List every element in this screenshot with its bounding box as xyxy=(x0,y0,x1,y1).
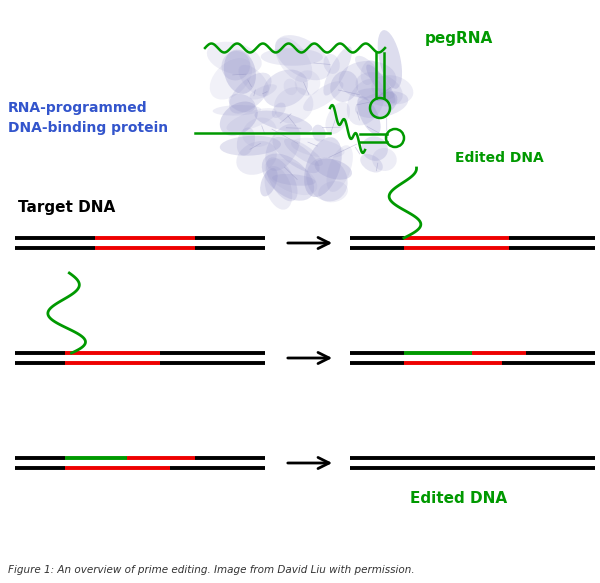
Ellipse shape xyxy=(275,37,312,82)
Ellipse shape xyxy=(229,73,272,114)
Ellipse shape xyxy=(250,84,277,100)
Ellipse shape xyxy=(312,125,326,142)
Ellipse shape xyxy=(237,128,255,156)
Ellipse shape xyxy=(356,72,403,107)
Ellipse shape xyxy=(263,69,308,107)
Ellipse shape xyxy=(357,96,380,135)
Ellipse shape xyxy=(266,157,298,201)
Ellipse shape xyxy=(261,48,323,66)
Ellipse shape xyxy=(284,79,298,95)
Ellipse shape xyxy=(378,30,402,89)
Ellipse shape xyxy=(366,65,395,103)
Ellipse shape xyxy=(224,50,256,94)
Ellipse shape xyxy=(272,137,320,173)
Ellipse shape xyxy=(239,65,269,97)
Text: Figure 1: An overview of prime editing. Image from David Liu with permission.: Figure 1: An overview of prime editing. … xyxy=(8,565,415,575)
Ellipse shape xyxy=(323,54,340,74)
Ellipse shape xyxy=(361,136,388,161)
Ellipse shape xyxy=(212,105,261,115)
Ellipse shape xyxy=(369,92,397,117)
Ellipse shape xyxy=(303,81,343,111)
Ellipse shape xyxy=(220,101,258,136)
Ellipse shape xyxy=(355,56,379,79)
Ellipse shape xyxy=(275,35,331,80)
Ellipse shape xyxy=(207,42,262,75)
Text: Edited DNA: Edited DNA xyxy=(455,151,544,165)
Ellipse shape xyxy=(221,51,250,80)
Ellipse shape xyxy=(330,71,358,102)
Text: Target DNA: Target DNA xyxy=(18,200,115,215)
Ellipse shape xyxy=(242,118,277,147)
Ellipse shape xyxy=(355,91,408,118)
Ellipse shape xyxy=(227,108,277,132)
Ellipse shape xyxy=(265,166,292,210)
Ellipse shape xyxy=(262,153,314,201)
Ellipse shape xyxy=(306,157,347,201)
Ellipse shape xyxy=(371,75,413,104)
Ellipse shape xyxy=(356,88,395,101)
Ellipse shape xyxy=(314,159,352,180)
Ellipse shape xyxy=(323,47,352,96)
Ellipse shape xyxy=(304,137,342,197)
Ellipse shape xyxy=(360,154,383,173)
Text: RNA-programmed
DNA-binding protein: RNA-programmed DNA-binding protein xyxy=(8,101,168,135)
Ellipse shape xyxy=(265,159,317,195)
Ellipse shape xyxy=(265,124,301,171)
Ellipse shape xyxy=(220,136,281,156)
Ellipse shape xyxy=(284,138,323,166)
Ellipse shape xyxy=(325,102,350,134)
Ellipse shape xyxy=(361,60,377,85)
Text: pegRNA: pegRNA xyxy=(425,30,493,45)
Ellipse shape xyxy=(229,94,256,113)
Ellipse shape xyxy=(210,58,252,100)
Ellipse shape xyxy=(291,138,344,158)
Ellipse shape xyxy=(347,79,385,125)
Ellipse shape xyxy=(236,141,277,175)
Ellipse shape xyxy=(274,87,313,124)
Ellipse shape xyxy=(372,148,397,171)
Ellipse shape xyxy=(260,168,278,196)
Ellipse shape xyxy=(272,103,286,118)
Ellipse shape xyxy=(254,111,313,133)
Ellipse shape xyxy=(272,174,316,186)
Ellipse shape xyxy=(326,145,353,192)
Ellipse shape xyxy=(295,71,320,96)
Text: Edited DNA: Edited DNA xyxy=(410,491,507,506)
Ellipse shape xyxy=(339,61,397,99)
Ellipse shape xyxy=(318,181,348,202)
